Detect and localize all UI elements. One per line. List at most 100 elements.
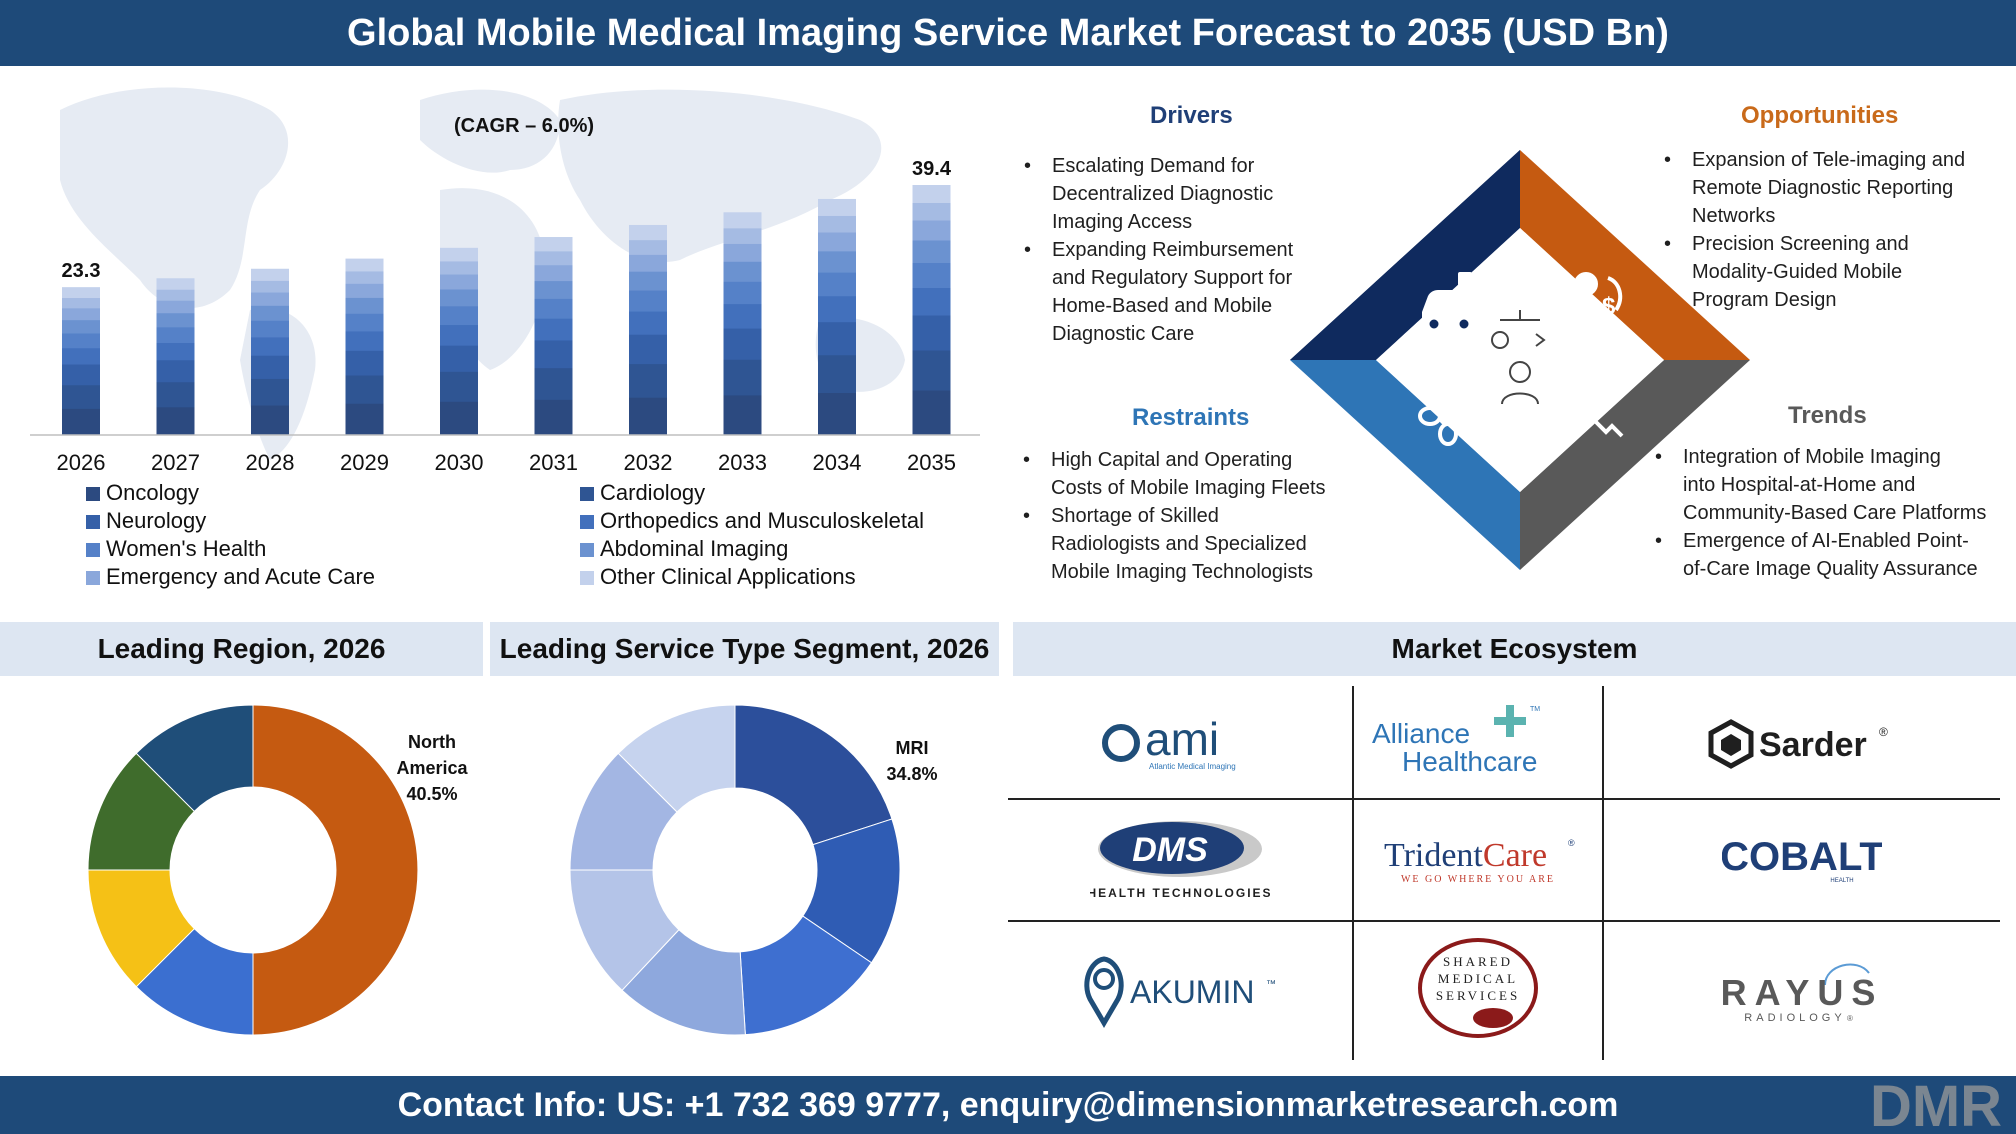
legend-label: Cardiology [600,480,705,505]
legend-swatch [86,487,100,501]
lock-trend-icon [1564,390,1624,438]
ecosystem-section-header: Market Ecosystem [1013,622,2016,676]
bar-segment [345,297,384,314]
legend-label: Other Clinical Applications [600,564,856,589]
bar-segment [912,350,951,391]
akumin-tm: ™ [1266,979,1276,990]
bar-segment [62,408,100,436]
bar-segment [156,406,195,436]
region-section-header: Leading Region, 2026 [0,622,483,676]
bar-segment [440,345,478,372]
bar-segment [345,283,384,298]
service-section-header: Leading Service Type Segment, 2026 [490,622,999,676]
bar-segment [156,300,195,314]
restraints-heading: Restraints [1132,404,1250,431]
grid-divider [1008,920,2000,922]
drivers-heading: Drivers [1150,102,1233,129]
bar-segment [818,250,856,273]
ecosystem-grid: ami Atlantic Medical Imaging TM Alliance… [1008,686,2000,1060]
bar-segment [440,274,478,290]
dmr-logo-text: DMR [1870,1074,2002,1134]
bar-segment [251,336,289,356]
bar-segment [818,321,856,356]
alliance-name-1: Alliance [1372,718,1470,749]
rayus-reg: ® [1847,1014,1853,1023]
donut-slice [135,704,254,813]
bar-segment [251,320,289,338]
bar-segment [723,359,762,396]
bar-segment [440,324,478,346]
sarder-mark-icon [1708,719,1754,769]
bar-segment [534,250,573,266]
service-section-title: Leading Service Type Segment, 2026 [499,633,990,664]
donut-slice [739,915,873,1036]
rayus-logo: RAYUS RADIOLOGY ® [1604,922,2000,1060]
dmr-brand-logo: DMR [1870,1074,2002,1134]
bar-segment [818,198,856,216]
bar-segment [912,390,951,436]
bar-segment [534,318,573,341]
x-tick-label: 2034 [813,450,862,475]
legend-swatch [86,515,100,529]
bar-segment [62,332,100,349]
bar-segment [440,305,478,326]
legend-label: Abdominal Imaging [600,536,788,561]
bar-segment [251,355,289,379]
trends-heading: Trends [1788,402,1867,429]
cobalt-wordmark: COBALT [1722,835,1882,879]
legend-label: Oncology [106,480,199,505]
legend-label: Orthopedics and Musculoskeletal [600,508,924,533]
tridentcare-name-2: Care [1483,837,1547,874]
x-tick-label: 2032 [624,450,673,475]
bar-segment [723,303,762,329]
bar-segment [156,326,195,344]
bar-segment [345,258,384,272]
bar-segment [629,311,667,335]
bar-segment [912,315,951,351]
tridentcare-reg: ® [1568,838,1575,848]
legend-swatch [580,571,594,585]
sms-line-3: SERVICES [1436,988,1520,1003]
region-label-name-2: America [396,758,468,778]
bar-segment [62,347,100,365]
dms-wordmark: DMS [1132,831,1208,869]
legend-label: Neurology [106,508,206,533]
bar-segment [912,220,951,241]
bar-segment [629,271,667,291]
bar-segment [912,262,951,288]
drivers-quadrant-inner [1290,150,1520,360]
bar-segment [723,212,762,229]
sarder-wordmark: Sarder [1759,726,1867,764]
bar-segment [629,397,667,436]
legend-swatch [86,571,100,585]
service-label-name: MRI [896,738,929,758]
legend-label: Emergency and Acute Care [106,564,375,589]
grid-divider [1008,798,2000,800]
bar-segment [629,334,667,365]
ami-subtitle: Atlantic Medical Imaging [1149,762,1236,771]
bar-segment [534,264,573,282]
cobalt-subtitle: HEALTH [1830,878,1853,884]
market-forecast-bar-chart: 2026 23.3 2027 2028 2029 2030 2031 2032 2033 2034… [30,87,980,589]
bar-segment [534,339,573,369]
bar-segment [440,371,478,402]
bar-segment [629,254,667,272]
bar-segment [723,394,762,436]
footer-bar: Contact Info: US: +1 732 369 9777, enqui… [0,1076,2016,1134]
bar-total-label: 23.3 [62,260,101,282]
bar-segment [818,392,856,436]
bar-segment [440,401,478,436]
sarder-reg: ® [1879,725,1888,739]
legend-swatch [86,543,100,557]
service-label-value: 34.8% [886,764,937,784]
bar-segment [345,313,384,332]
bar-segment [723,328,762,360]
bar-segment [62,364,100,386]
